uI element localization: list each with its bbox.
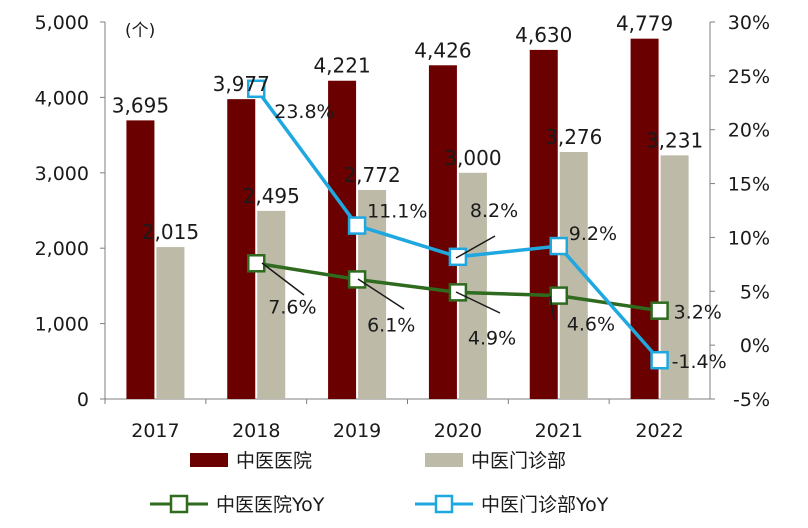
bar-value-label: 3,276 xyxy=(545,125,602,149)
yoy-value-label: 3.2% xyxy=(674,302,722,324)
x-tick-label: 2020 xyxy=(434,420,482,442)
clinic-yoy-marker xyxy=(551,238,567,254)
yoy-value-label: 6.1% xyxy=(367,314,415,336)
yoy-value-label: 4.6% xyxy=(567,314,615,336)
bar-value-label: 2,772 xyxy=(343,163,400,187)
y-right-tick-label: 10% xyxy=(728,227,770,249)
y-left-tick-label: 2,000 xyxy=(35,238,89,260)
y-right-tick-label: 20% xyxy=(728,120,770,142)
y-right-tick-label: 30% xyxy=(728,12,770,34)
bar-hospital xyxy=(530,50,558,399)
y-right-tick-label: 25% xyxy=(728,66,770,88)
bar-value-label: 3,231 xyxy=(646,128,703,152)
y-right-tick-label: 15% xyxy=(728,174,770,196)
yoy-value-label: 7.6% xyxy=(268,296,316,318)
y-left-tick-label: 5,000 xyxy=(35,12,89,34)
yoy-value-label: -1.4% xyxy=(672,351,727,373)
bar-value-label: 4,426 xyxy=(414,38,471,62)
y-left-tick-label: 3,000 xyxy=(35,163,89,185)
bar-value-label: 4,779 xyxy=(616,12,673,36)
bar-value-label: 3,977 xyxy=(213,72,270,96)
bar-value-label: 2,495 xyxy=(243,184,300,208)
yoy-value-label: 23.8% xyxy=(274,101,334,123)
bar-value-label: 3,695 xyxy=(112,93,169,117)
legend-marker-swatch xyxy=(436,496,452,512)
x-tick-label: 2017 xyxy=(131,420,179,442)
hospital-yoy-marker xyxy=(349,271,365,287)
x-tick-label: 2018 xyxy=(232,420,280,442)
y-right-tick-label: 0% xyxy=(740,335,770,357)
y-unit-label: (个) xyxy=(125,21,155,41)
hospital-yoy-marker xyxy=(652,303,668,319)
x-tick-label: 2022 xyxy=(635,420,683,442)
legend-label: 中医门诊部YoY xyxy=(481,494,609,516)
yoy-value-label: 11.1% xyxy=(367,201,427,223)
legend-label: 中医医院 xyxy=(236,450,312,472)
yoy-value-label: 4.9% xyxy=(468,327,516,349)
bar-hospital xyxy=(429,65,457,399)
clinic-yoy-marker xyxy=(652,352,668,368)
legend-bar-swatch xyxy=(425,453,463,467)
clinic-yoy-marker xyxy=(349,218,365,234)
bar-value-label: 2,015 xyxy=(142,220,199,244)
y-left-tick-label: 1,000 xyxy=(35,314,89,336)
bar-hospital xyxy=(126,120,154,399)
y-right-tick-label: -5% xyxy=(733,389,770,411)
legend-marker-swatch xyxy=(171,496,187,512)
hospital-yoy-marker xyxy=(551,288,567,304)
x-tick-label: 2021 xyxy=(535,420,583,442)
bar-hospital xyxy=(227,99,255,399)
y-left-tick-label: 0 xyxy=(77,389,89,411)
yoy-value-label: 8.2% xyxy=(470,200,518,222)
legend-label: 中医医院YoY xyxy=(216,494,325,516)
bar-value-label: 4,221 xyxy=(313,54,370,78)
bar-value-label: 4,630 xyxy=(515,23,572,47)
legend-label: 中医门诊部 xyxy=(471,450,566,472)
x-tick-label: 2019 xyxy=(333,420,381,442)
bar-value-label: 3,000 xyxy=(444,146,501,170)
y-right-tick-label: 5% xyxy=(740,281,770,303)
bar-clinic xyxy=(156,247,184,399)
y-left-tick-label: 4,000 xyxy=(35,87,89,109)
legend-bar-swatch xyxy=(190,453,228,467)
yoy-value-label: 9.2% xyxy=(569,223,617,245)
bar-hospital xyxy=(328,81,356,399)
